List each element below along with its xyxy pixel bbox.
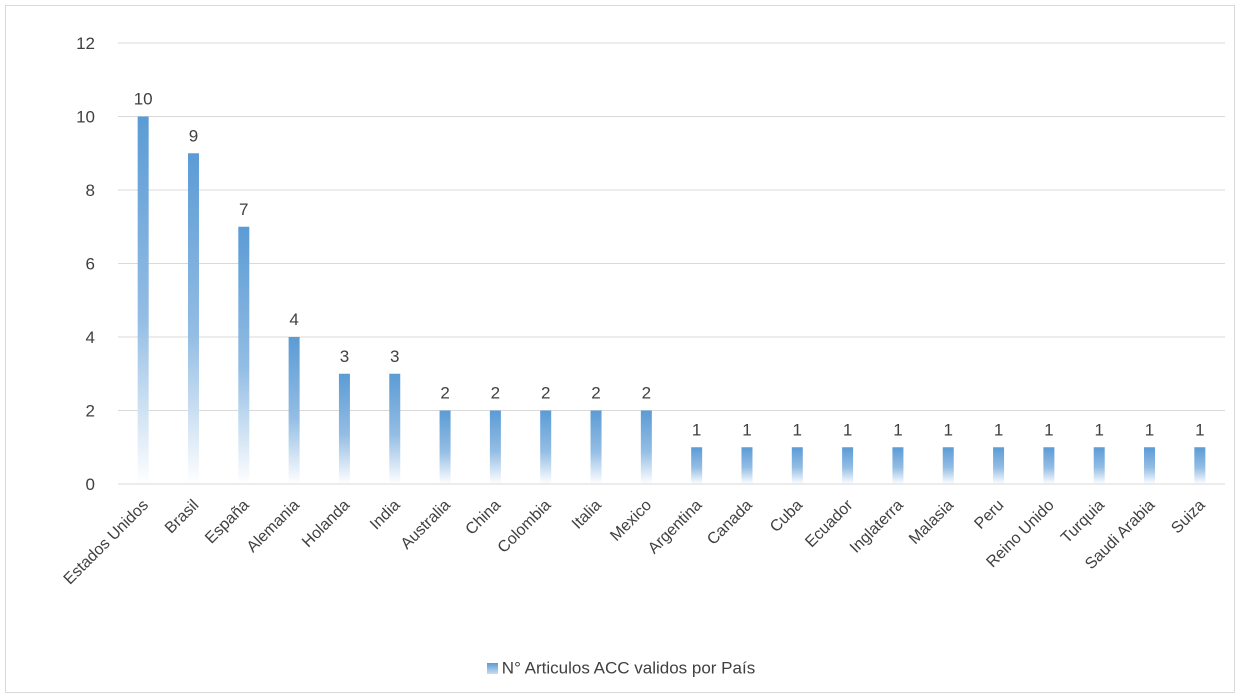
x-tick-label: Turquia	[1058, 497, 1108, 547]
legend: N° Articulos ACC validos por País	[0, 658, 1242, 679]
bars	[137, 116, 1206, 484]
legend-label: N° Articulos ACC validos por País	[501, 658, 756, 678]
bar	[187, 153, 199, 484]
bar	[439, 410, 451, 484]
data-label: 10	[134, 90, 153, 109]
data-label: 1	[742, 420, 751, 439]
x-tick-label: Peru	[971, 497, 1007, 533]
data-label: 2	[591, 384, 600, 403]
bar	[540, 410, 552, 484]
data-label: 1	[994, 420, 1003, 439]
bar	[288, 337, 300, 484]
gridlines	[118, 42, 1225, 411]
bar	[691, 447, 703, 484]
bar	[842, 447, 854, 484]
x-tick-label: Argentina	[645, 497, 706, 558]
data-label: 1	[944, 420, 953, 439]
y-tick-label: 2	[86, 402, 95, 421]
chart-frame	[5, 5, 1235, 693]
bar	[942, 447, 954, 484]
x-tick-label: India	[367, 497, 404, 534]
y-tick-label: 10	[76, 108, 95, 127]
data-label: 2	[440, 384, 449, 403]
data-label: 1	[1145, 420, 1154, 439]
bar	[640, 410, 652, 484]
bar	[741, 447, 753, 484]
x-tick-label: España	[202, 497, 252, 547]
y-tick-label: 8	[86, 181, 95, 200]
x-tick-label: Brasil	[162, 497, 202, 537]
x-tick-label: Malasia	[906, 497, 957, 548]
bar	[1093, 447, 1105, 484]
data-label: 1	[692, 420, 701, 439]
data-label: 7	[239, 200, 248, 219]
bar	[1194, 447, 1206, 484]
x-tick-label: Holanda	[299, 497, 353, 551]
data-label: 1	[1094, 420, 1103, 439]
bar	[892, 447, 904, 484]
data-label: 1	[793, 420, 802, 439]
x-tick-label: Inglaterra	[847, 497, 907, 557]
data-label: 9	[189, 126, 198, 145]
data-label: 4	[289, 310, 298, 329]
x-tick-label: Australia	[398, 497, 454, 553]
x-tick-label: Suiza	[1168, 497, 1208, 537]
x-tick-label: Estados Unidos	[61, 497, 152, 588]
y-tick-label: 4	[86, 328, 95, 347]
x-tick-label: Cuba	[767, 497, 806, 536]
y-tick-label: 0	[86, 475, 95, 494]
data-label: 2	[491, 384, 500, 403]
bar	[590, 410, 602, 484]
x-tick-label: China	[463, 497, 505, 539]
bar	[389, 373, 401, 484]
y-tick-label: 12	[76, 34, 95, 53]
bar	[993, 447, 1005, 484]
bar	[1043, 447, 1055, 484]
data-label: 1	[1044, 420, 1053, 439]
bar	[489, 410, 501, 484]
data-label: 1	[893, 420, 902, 439]
x-tick-label: Canada	[704, 497, 756, 549]
x-tick-label: Mexico	[607, 497, 655, 545]
x-tick-label: Alemania	[244, 497, 303, 556]
bar	[1144, 447, 1156, 484]
x-axis-ticks: Estados Unidos Brasil EspañaAlemaniaHoland…	[61, 496, 1209, 588]
data-label: 2	[541, 384, 550, 403]
bar	[137, 116, 149, 484]
bar	[791, 447, 803, 484]
data-label: 3	[340, 347, 349, 366]
data-label: 1	[1195, 420, 1204, 439]
x-tick-label: Italia	[569, 497, 605, 533]
data-label: 2	[642, 384, 651, 403]
y-axis-ticks: 0 2 4 6 8 10 12	[76, 34, 95, 494]
legend-swatch	[486, 663, 498, 675]
bar	[238, 226, 250, 484]
x-tick-label: Colombia	[495, 497, 555, 557]
data-labels: 10 9 7 4 3 3 2 2 2 2 2 1 1 1 1 1 1 1 1 1 1 1	[134, 90, 1205, 440]
y-tick-label: 6	[86, 255, 95, 274]
data-label: 1	[843, 420, 852, 439]
bar	[338, 373, 350, 484]
data-label: 3	[390, 347, 399, 366]
